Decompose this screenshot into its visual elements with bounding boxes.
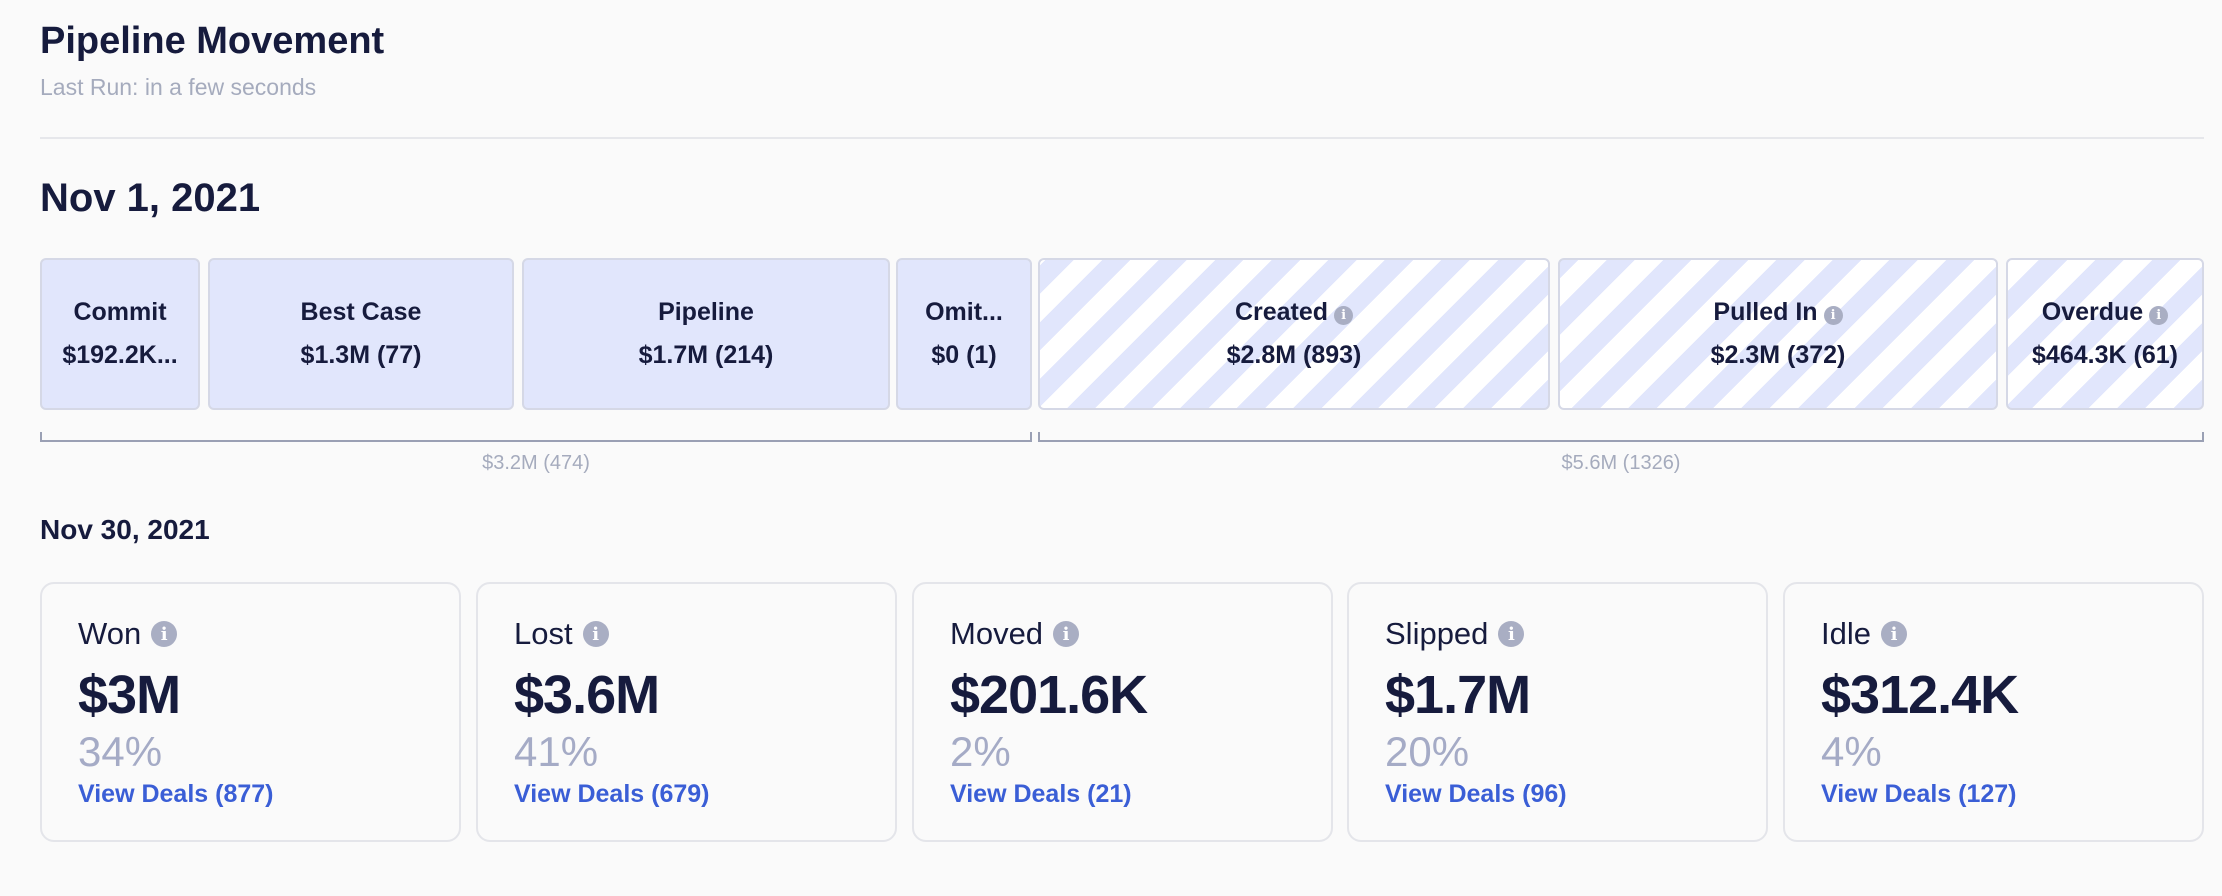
info-icon[interactable]: i [1334,306,1354,325]
bucket-value: $2.3M (372) [1710,341,1846,369]
info-icon[interactable]: i [2149,306,2169,325]
bucket-overdue[interactable]: Overdue i $464.3K (61) [2006,258,2204,410]
bucket-pipeline[interactable]: Pipeline $1.7M (214) [522,258,890,410]
bucket-value: $2.8M (893) [1226,341,1362,369]
card-label: Slipped i [1385,616,1525,652]
bucket-value: $1.3M (77) [300,341,422,369]
added-pipeline-bracket [1038,432,2204,442]
bucket-best-case[interactable]: Best Case $1.3M (77) [208,258,514,410]
end-date: Nov 30, 2021 [40,514,210,545]
header-divider [40,137,2204,139]
bucket-commit[interactable]: Commit $192.2K... [40,258,200,410]
card-slipped: Slipped i $1.7M 20% View Deals (96) [1347,582,1768,842]
existing-pipeline-bracket [40,432,1032,442]
bucket-pulled-in[interactable]: Pulled In i $2.3M (372) [1558,258,1998,410]
card-label: Lost i [514,616,609,652]
card-percent: 4% [1821,728,1882,775]
info-icon[interactable]: i [1053,621,1080,647]
card-amount: $1.7M [1385,665,1531,725]
bucket-value: $1.7M (214) [638,341,774,369]
bucket-label: Overdue i [2042,298,2169,327]
view-deals-link[interactable]: View Deals (877) [78,780,274,808]
info-icon[interactable]: i [1823,306,1843,325]
bucket-label: Commit [73,298,167,326]
bucket-value: $0 (1) [931,341,997,369]
card-percent: 20% [1385,728,1470,775]
bucket-label: Pulled In i [1713,298,1843,327]
last-run-text: Last Run: in a few seconds [40,74,317,100]
info-icon[interactable]: i [1498,621,1525,647]
card-lost: Lost i $3.6M 41% View Deals (679) [476,582,897,842]
info-icon[interactable]: i [151,621,178,647]
card-amount: $312.4K [1821,665,2019,725]
card-won: Won i $3M 34% View Deals (877) [40,582,461,842]
view-deals-link[interactable]: View Deals (96) [1385,780,1567,808]
bucket-created[interactable]: Created i $2.8M (893) [1038,258,1550,410]
card-idle: Idle i $312.4K 4% View Deals (127) [1783,582,2204,842]
existing-pipeline-total: $3.2M (474) [482,452,590,474]
info-icon[interactable]: i [582,621,609,647]
card-label: Idle i [1821,616,1907,652]
card-amount: $3M [78,665,181,725]
bucket-value: $192.2K... [62,341,178,369]
card-amount: $3.6M [514,665,660,725]
bucket-label: Created i [1235,298,1354,327]
card-label: Moved i [950,616,1080,652]
bucket-label: Omit... [925,298,1003,326]
added-pipeline-total: $5.6M (1326) [1561,452,1681,474]
card-percent: 41% [514,728,599,775]
bucket-label: Best Case [300,298,422,326]
view-deals-link[interactable]: View Deals (21) [950,780,1132,808]
start-date: Nov 1, 2021 [40,176,261,220]
card-label: Won i [78,616,178,652]
card-percent: 2% [950,728,1011,775]
page-title: Pipeline Movement [40,20,385,62]
bucket-value: $464.3K (61) [2032,341,2178,369]
card-amount: $201.6K [950,665,1148,725]
card-percent: 34% [78,728,163,775]
view-deals-link[interactable]: View Deals (679) [514,780,710,808]
bucket-label: Pipeline [658,298,754,326]
card-moved: Moved i $201.6K 2% View Deals (21) [912,582,1333,842]
info-icon[interactable]: i [1880,621,1907,647]
view-deals-link[interactable]: View Deals (127) [1821,780,2017,808]
bucket-omitted[interactable]: Omit... $0 (1) [896,258,1032,410]
